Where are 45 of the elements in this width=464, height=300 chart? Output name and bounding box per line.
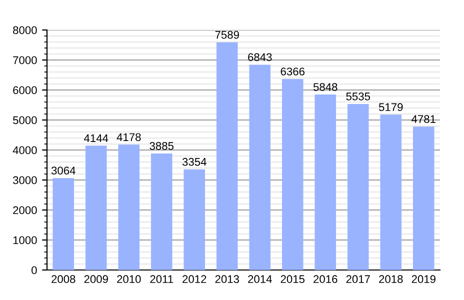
- x-tick-label: 2014: [248, 275, 272, 284]
- x-tick-label: 2015: [280, 275, 305, 284]
- y-tick-label: 7000: [13, 56, 37, 64]
- data-label: 3885: [150, 142, 174, 150]
- bar: [249, 64, 271, 270]
- y-tick-label: 8000: [13, 26, 37, 34]
- bar: [184, 169, 206, 270]
- y-tick-label: 2000: [13, 206, 37, 214]
- data-label: 3064: [51, 166, 76, 174]
- data-label: 5179: [378, 103, 403, 112]
- x-tick-label: 2009: [84, 275, 108, 284]
- y-tick-label: 0: [32, 266, 37, 274]
- x-tick-label: 2017: [346, 275, 370, 284]
- x-tick-label: 2019: [412, 275, 436, 284]
- bar: [380, 114, 402, 270]
- y-tick-label: 4000: [12, 146, 37, 154]
- bar: [216, 42, 238, 270]
- bar: [282, 79, 304, 270]
- bar: [150, 153, 172, 270]
- data-label: 6843: [248, 53, 272, 62]
- bar: [412, 126, 434, 270]
- x-tick-label: 2010: [117, 275, 141, 284]
- bar: [347, 104, 369, 270]
- data-label: 3354: [182, 158, 206, 166]
- data-label: 4178: [116, 133, 141, 142]
- data-label: 5535: [346, 92, 370, 100]
- x-tick-label: 2018: [379, 275, 403, 284]
- y-tick-label: 5000: [13, 116, 37, 124]
- x-tick-label: 2012: [182, 275, 206, 284]
- x-tick-label: 2013: [215, 275, 239, 284]
- bar: [85, 146, 107, 270]
- x-tick-label: 2008: [52, 275, 76, 284]
- y-tick-label: 3000: [12, 176, 37, 184]
- data-label: 5848: [313, 83, 338, 91]
- data-label: 4144: [84, 134, 108, 142]
- y-tick-label: 6000: [13, 86, 37, 94]
- x-tick-label: 2016: [314, 275, 338, 284]
- bar: [52, 178, 74, 270]
- bar: [314, 94, 336, 270]
- x-tick-label: 2011: [150, 275, 174, 284]
- data-label: 4781: [412, 115, 436, 123]
- data-label: 6366: [280, 68, 304, 76]
- data-label: 7589: [215, 30, 239, 39]
- bar: [118, 144, 140, 270]
- y-tick-label: 1000: [13, 236, 37, 244]
